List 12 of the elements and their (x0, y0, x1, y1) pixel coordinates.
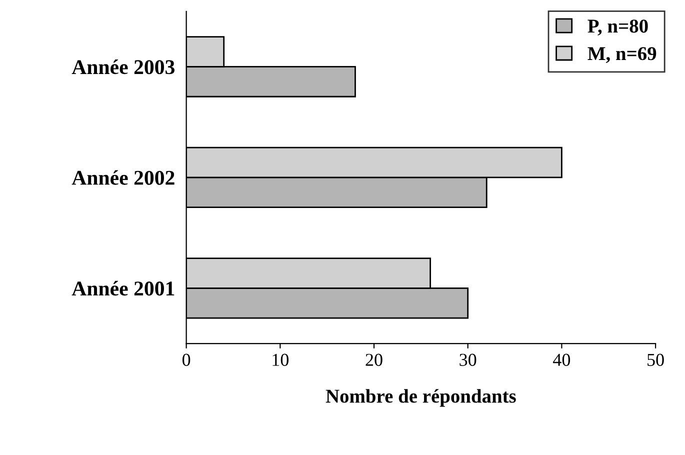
legend-label: M, n=69 (588, 47, 656, 64)
legend-label: P, n=80 (588, 20, 648, 36)
y-tick-label: Année 2001 (72, 280, 174, 296)
x-tick-label: 30 (460, 354, 476, 366)
x-tick-label: 40 (553, 354, 570, 366)
x-tick-label: 10 (272, 354, 289, 366)
x-tick-label: 50 (648, 354, 664, 366)
x-tick-label: 20 (366, 354, 382, 366)
y-tick-label: Année 2002 (72, 170, 174, 185)
x-axis-title: Nombre de répondants (326, 389, 516, 407)
x-tick-label: 0 (182, 354, 190, 366)
y-tick-label: Année 2003 (72, 59, 174, 74)
